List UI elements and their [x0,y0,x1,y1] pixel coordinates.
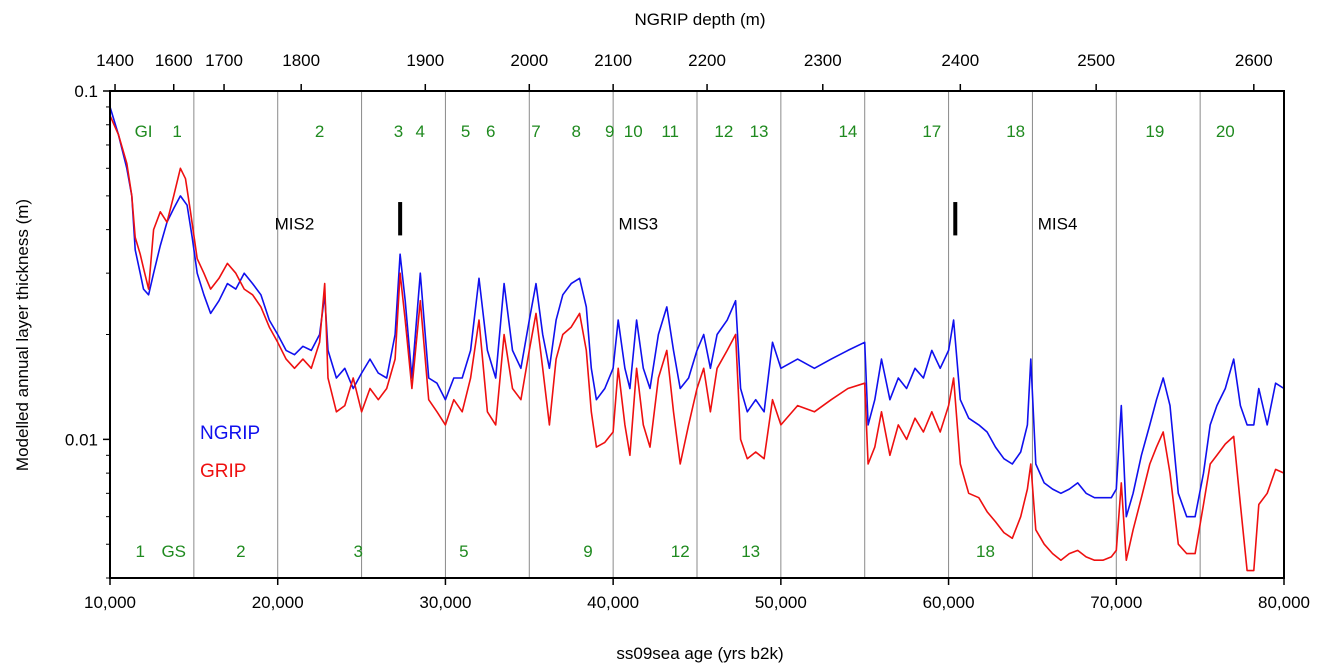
event-label-top: 10 [624,122,643,141]
series-line-grip [109,115,1285,572]
x-tick-label: 20,000 [252,593,304,612]
event-label-bottom: 2 [236,542,245,561]
event-label-top: 6 [486,122,495,141]
event-label-top: GI [135,122,153,141]
event-label-top: 4 [416,122,425,141]
depth-tick-label: 2500 [1077,51,1115,70]
event-label-bottom: 18 [976,542,995,561]
event-label-top: 17 [922,122,941,141]
depth-tick-label: 2600 [1235,51,1273,70]
event-label-top: 5 [461,122,470,141]
period-label: MIS2 [275,215,315,234]
data-series [109,106,1285,572]
event-label-top: 8 [572,122,581,141]
y-axis-title: Modelled annual layer thickness (m) [13,199,32,471]
depth-tick-label: 1600 [155,51,193,70]
x-tick-label: 10,000 [84,593,136,612]
legend-label-ngrip: NGRIP [200,423,260,444]
event-label-top: 2 [315,122,324,141]
event-label-top: 12 [714,122,733,141]
legend-label-grip: GRIP [200,461,246,482]
event-label-top: 18 [1006,122,1025,141]
y-tick-label: 0.01 [65,430,98,449]
x-tick-label: 70,000 [1090,593,1142,612]
event-label-top: 11 [661,122,679,141]
x-tick-label: 40,000 [587,593,639,612]
x-tick-label: 80,000 [1258,593,1310,612]
annotations: GI 1 2 3 4 5 6 7 8 9 10 11 12 13 14 17 18 19 201 GS 2 3 5 9 12 13… [135,122,1235,561]
x-tick-label: 50,000 [755,593,807,612]
y-tick-label: 0.1 [74,82,98,101]
depth-tick-label: 1900 [406,51,444,70]
grid-lines [193,91,1201,578]
event-label-bottom: GS [161,542,186,561]
depth-tick-label: 1700 [205,51,243,70]
depth-tick-label: 2400 [941,51,979,70]
x-tick-label: 60,000 [923,593,975,612]
event-label-top: 14 [838,122,857,141]
depth-tick-label: 2000 [510,51,548,70]
period-label: MIS3 [618,215,658,234]
event-label-top: 3 [394,122,403,141]
x-tick-label: 30,000 [419,593,471,612]
depth-tick-label: 1800 [282,51,320,70]
event-label-top: 7 [531,122,540,141]
event-label-top: 9 [605,122,614,141]
depth-tick-label: 2200 [688,51,726,70]
event-label-top: 1 [172,122,181,141]
event-label-bottom: 9 [583,542,592,561]
event-label-top: 20 [1216,122,1235,141]
x2-axis-title: NGRIP depth (m) [634,10,765,29]
event-label-bottom: 3 [353,542,362,561]
event-label-top: 19 [1145,122,1164,141]
event-label-bottom: 5 [459,542,468,561]
depth-tick-label: 1400 [96,51,134,70]
event-label-bottom: 13 [741,542,760,561]
event-label-bottom: 1 [135,542,144,561]
depth-tick-label: 2300 [804,51,842,70]
event-label-top: 13 [750,122,769,141]
depth-tick-label: 2100 [594,51,632,70]
axes: 10,000 20,000 30,000 40,000 50,000 60,000 70,0… [65,51,1310,612]
x-axis-title: ss09sea age (yrs b2k) [616,644,783,663]
series-line-ngrip [109,106,1285,518]
event-label-bottom: 12 [671,542,690,561]
period-label: MIS4 [1038,215,1078,234]
